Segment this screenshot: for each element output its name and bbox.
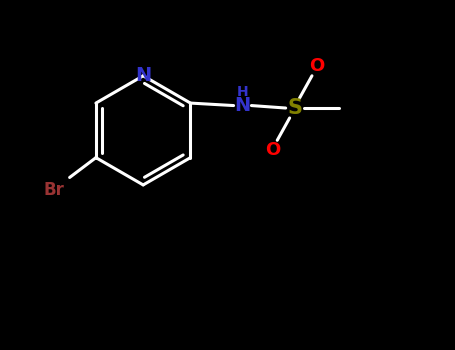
- Text: O: O: [265, 141, 280, 159]
- Text: Br: Br: [43, 181, 64, 199]
- Text: N: N: [234, 96, 251, 115]
- Text: H: H: [237, 85, 248, 99]
- Text: N: N: [135, 66, 152, 85]
- Text: O: O: [309, 57, 324, 75]
- Text: S: S: [287, 98, 302, 118]
